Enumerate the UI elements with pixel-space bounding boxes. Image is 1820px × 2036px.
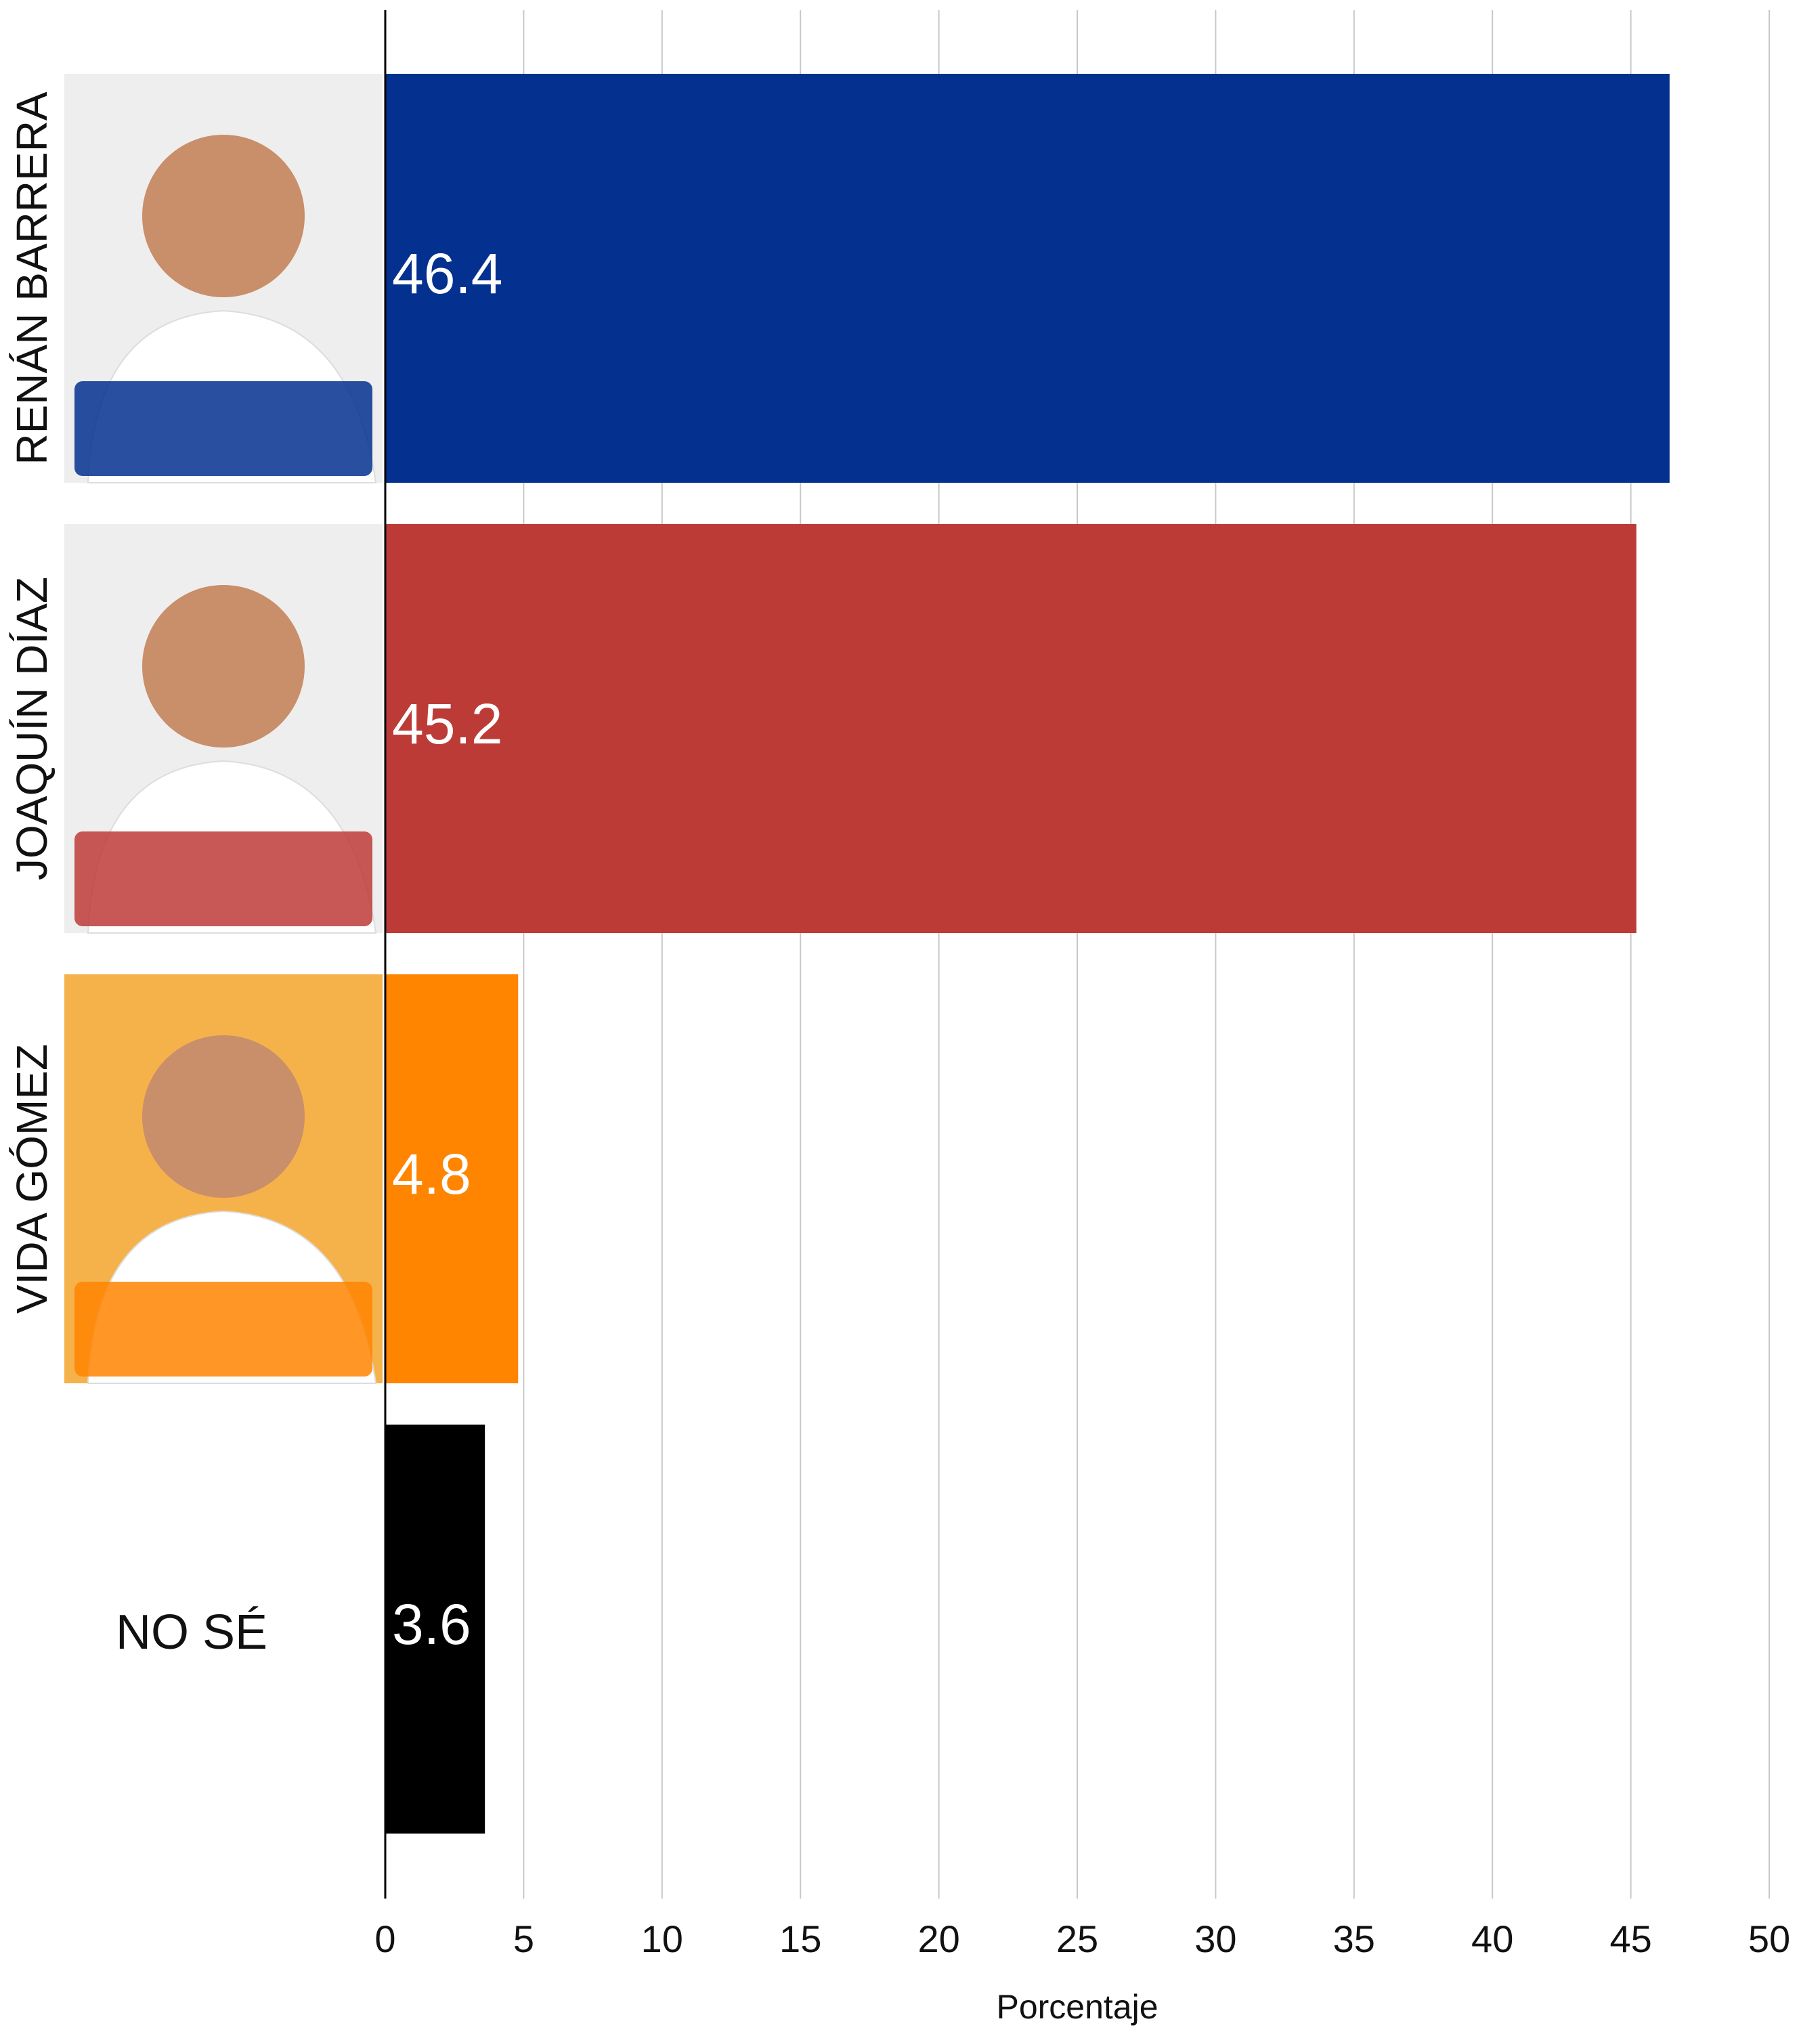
- photo-head: [142, 585, 305, 748]
- category-label: VIDA GÓMEZ: [7, 1044, 56, 1314]
- x-tick-label: 5: [513, 1918, 534, 1960]
- photo-head: [142, 1035, 305, 1198]
- value-label: 46.4: [392, 242, 503, 305]
- photo-head: [142, 135, 305, 297]
- x-tick-label: 20: [917, 1918, 959, 1960]
- category-label: JOAQUÍN DÍAZ: [7, 577, 56, 880]
- candidate-photo: [64, 74, 383, 483]
- bar: [385, 974, 519, 1383]
- candidate-photo: [64, 974, 383, 1384]
- category-label: RENÁN BARRERA: [7, 91, 56, 465]
- bar: [385, 524, 1637, 933]
- party-logos: [74, 831, 372, 926]
- bar: [385, 74, 1670, 483]
- x-tick-label: 45: [1609, 1918, 1651, 1960]
- x-tick-label: 15: [779, 1918, 821, 1960]
- x-tick-label: 0: [374, 1918, 395, 1960]
- value-label: 3.6: [392, 1593, 471, 1656]
- value-label: 45.2: [392, 692, 503, 756]
- x-tick-label: 35: [1333, 1918, 1375, 1960]
- x-tick-label: 30: [1194, 1918, 1236, 1960]
- value-label: 4.8: [392, 1142, 471, 1206]
- x-tick-label: 10: [641, 1918, 683, 1960]
- category-label: NO SÉ: [116, 1605, 267, 1660]
- x-tick-label: 50: [1748, 1918, 1790, 1960]
- x-tick-label: 25: [1056, 1918, 1098, 1960]
- party-logos: [74, 1282, 372, 1377]
- party-logos: [74, 381, 372, 476]
- bar: [385, 1425, 485, 1834]
- x-axis-label: Porcentaje: [996, 1988, 1158, 2026]
- x-tick-label: 40: [1471, 1918, 1513, 1960]
- candidate-photo: [64, 524, 383, 934]
